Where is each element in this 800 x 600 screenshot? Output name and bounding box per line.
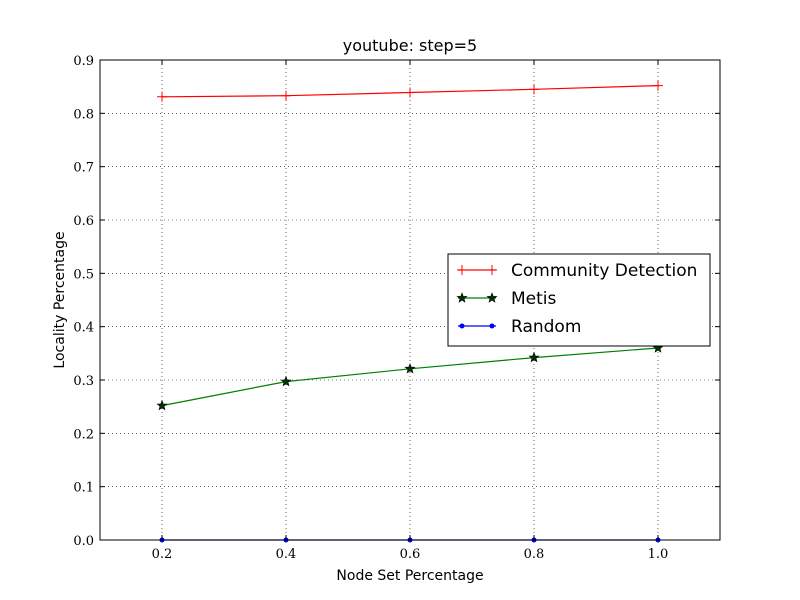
x-tick-label: 0.8 xyxy=(524,547,545,562)
y-tick-label: 0.5 xyxy=(73,267,94,282)
y-tick-label: 0.3 xyxy=(73,374,94,389)
plus-marker xyxy=(653,80,663,91)
dot-marker xyxy=(459,323,465,329)
y-tick-label: 0.1 xyxy=(73,481,94,496)
y-tick-label: 0.6 xyxy=(73,214,94,229)
star-marker xyxy=(486,292,498,303)
plus-marker xyxy=(529,84,539,95)
y-tick-label: 0.4 xyxy=(73,321,94,336)
dot-marker xyxy=(489,323,495,329)
series-community-detection xyxy=(157,80,663,102)
legend-label: Random xyxy=(511,317,581,337)
star-marker xyxy=(404,362,416,374)
legend-label: Community Detection xyxy=(511,261,697,281)
y-tick-label: 0.9 xyxy=(73,54,94,69)
x-tick-label: 0.6 xyxy=(400,547,421,562)
plus-marker xyxy=(405,87,415,98)
x-tick-label: 1.0 xyxy=(648,547,669,562)
y-tick-label: 0.0 xyxy=(73,534,94,549)
star-marker xyxy=(456,292,468,303)
axis-ticks: 0.2 0.4 0.6 0.8 1.0 0.0 0.1 0.2 0.3 0.4 0.5 0.6 0.7 0… xyxy=(73,54,720,562)
legend: Community Detection Metis Random xyxy=(447,253,711,347)
legend-label: Metis xyxy=(511,289,557,309)
chart-title: youtube: step=5 xyxy=(343,36,477,55)
plus-marker xyxy=(281,90,291,101)
y-tick-label: 0.7 xyxy=(73,161,94,176)
star-marker xyxy=(156,399,168,411)
y-tick-label: 0.8 xyxy=(73,107,94,122)
x-tick-label: 0.2 xyxy=(152,547,173,562)
star-marker xyxy=(280,375,292,387)
x-tick-label: 0.4 xyxy=(276,547,297,562)
y-tick-label: 0.2 xyxy=(73,427,94,442)
plus-marker xyxy=(157,91,167,102)
x-axis-label: Node Set Percentage xyxy=(336,568,483,584)
star-marker xyxy=(528,351,540,363)
plus-marker xyxy=(487,265,497,275)
y-axis-label: Locality Percentage xyxy=(52,231,68,368)
plus-marker xyxy=(457,265,467,275)
